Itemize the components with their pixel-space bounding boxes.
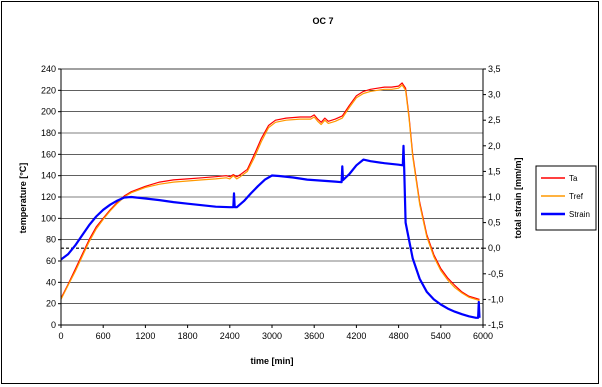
y-right-tick-label: 2,0: [488, 141, 501, 151]
x-tick-label: 1200: [135, 331, 155, 341]
y-right-tick-label: 1,0: [488, 192, 501, 202]
y-right-tick-label: -1,0: [488, 294, 504, 304]
y-left-tick-label: 80: [46, 235, 56, 245]
y-left-tick-label: 240: [41, 64, 56, 74]
x-tick-label: 4800: [389, 331, 409, 341]
legend-label-ta: Ta: [569, 174, 578, 183]
y-left-axis-label: temperature [°C]: [18, 163, 28, 234]
series-layer: [60, 82, 483, 319]
series-line-strain: [60, 144, 481, 319]
y-left-tick-label: 0: [51, 320, 56, 330]
x-tick-label: 3600: [304, 331, 324, 341]
y-left-tick-label: 100: [41, 213, 56, 223]
y-left-tick-label: 20: [46, 299, 56, 309]
y-right-tick-label: 1,5: [488, 166, 501, 176]
x-tick-label: 600: [96, 331, 111, 341]
y-left-tick-label: 40: [46, 277, 56, 287]
y-right-tick-label: 0,0: [488, 243, 501, 253]
y-right-axis-label: total strain [mm/m]: [513, 157, 523, 238]
x-tick-label: 4200: [346, 331, 366, 341]
x-tick-label: 0: [58, 331, 63, 341]
y-left-tick-label: 220: [41, 85, 56, 95]
y-left-tick-label: 200: [41, 107, 56, 117]
y-left-tick-label: 160: [41, 149, 56, 159]
y-right-tick-label: -1,5: [488, 320, 504, 330]
x-tick-labels: 0 600 1200 1800 2400 3000 3600 4200 4800 5400 6000: [58, 331, 493, 341]
series-line-tref: [60, 84, 480, 302]
y-left-tick-labels: 0 20 40 60 80 100 120 140 160 180 200 220 240: [41, 64, 56, 330]
legend-box: [535, 165, 597, 231]
y-right-tick-labels: -1,5 -1,0 -0,5 0,0 0,5 1,0 1,5 2,0 2,5 3,0 3,5: [488, 64, 504, 330]
legend-label-tref: Tref: [569, 192, 584, 201]
y-right-tick-label: 3,0: [488, 90, 501, 100]
y-right-tick-label: 3,5: [488, 64, 501, 74]
y-left-tick-label: 180: [41, 128, 56, 138]
x-axis-label: time [min]: [250, 356, 293, 366]
axes: [58, 68, 486, 328]
legend: Ta Tref Strain: [535, 165, 597, 231]
y-left-tick-label: 140: [41, 171, 56, 181]
x-tick-label: 1800: [178, 331, 198, 341]
x-tick-label: 5400: [431, 331, 451, 341]
y-right-tick-label: -0,5: [488, 269, 504, 279]
x-tick-label: 3000: [262, 331, 282, 341]
y-left-tick-label: 120: [41, 192, 56, 202]
chart-title: OC 7: [312, 16, 333, 26]
y-right-tick-label: 0,5: [488, 218, 501, 228]
x-tick-label: 2400: [220, 331, 240, 341]
y-left-tick-label: 60: [46, 256, 56, 266]
legend-label-strain: Strain: [569, 210, 590, 219]
x-tick-label: 6000: [473, 331, 493, 341]
y-right-tick-label: 2,5: [488, 115, 501, 125]
